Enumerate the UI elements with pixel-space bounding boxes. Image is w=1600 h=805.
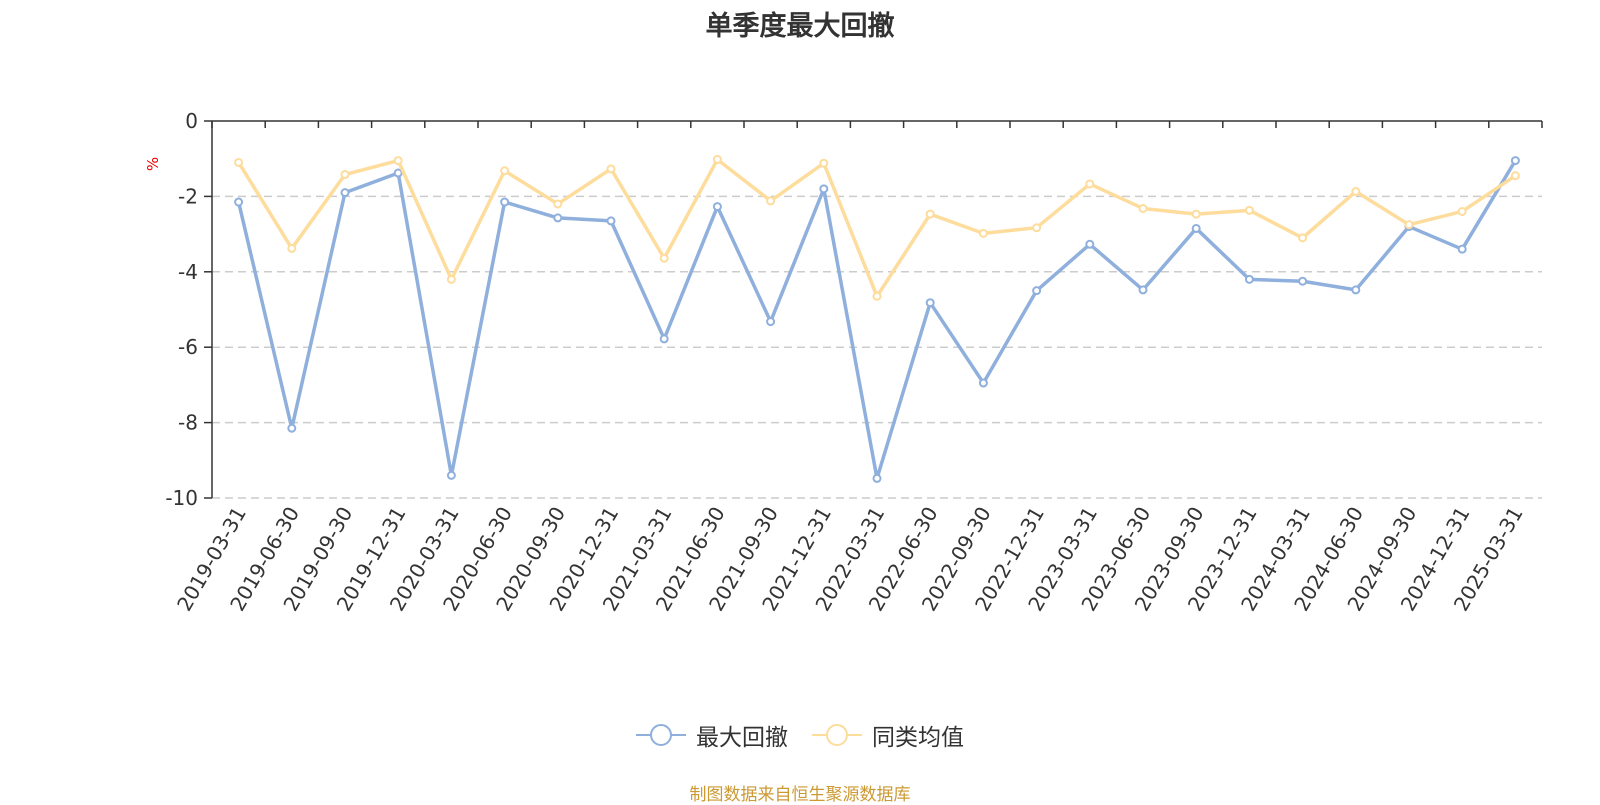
series-group bbox=[234, 154, 1520, 483]
data-point bbox=[659, 253, 669, 263]
data-point bbox=[1298, 276, 1308, 286]
data-point bbox=[606, 216, 616, 226]
data-point bbox=[925, 209, 935, 219]
data-point bbox=[872, 473, 882, 483]
data-point bbox=[925, 298, 935, 308]
x-tick-labels: 2019-03-312019-06-302019-09-302019-12-31… bbox=[172, 502, 1528, 615]
data-point bbox=[819, 158, 829, 168]
y-tick-label: -6 bbox=[178, 335, 198, 359]
data-point bbox=[1244, 205, 1254, 215]
data-point bbox=[234, 157, 244, 167]
data-point bbox=[1085, 239, 1095, 249]
data-point bbox=[1138, 203, 1148, 213]
data-point bbox=[1032, 286, 1042, 296]
data-point bbox=[1191, 223, 1201, 233]
legend-item-max-drawdown[interactable]: 最大回撤 bbox=[636, 718, 788, 752]
series-line bbox=[237, 157, 1517, 299]
data-point bbox=[340, 188, 350, 198]
data-point bbox=[446, 274, 456, 284]
data-point bbox=[1351, 285, 1361, 295]
data-point bbox=[1457, 244, 1467, 254]
data-point bbox=[340, 170, 350, 180]
y-tick-label: 0 bbox=[185, 109, 198, 133]
data-point bbox=[978, 378, 988, 388]
data-point bbox=[712, 154, 722, 164]
data-point bbox=[1457, 206, 1467, 216]
data-point bbox=[1510, 156, 1520, 166]
data-point bbox=[500, 166, 510, 176]
data-point bbox=[1244, 274, 1254, 284]
axes bbox=[204, 120, 1543, 499]
data-point bbox=[500, 197, 510, 207]
y-tick-labels: 0 -2 -4 -6 -8 -10 bbox=[165, 109, 198, 510]
data-point bbox=[1298, 233, 1308, 243]
data-point bbox=[1032, 223, 1042, 233]
chart-title: 单季度最大回撤 bbox=[705, 11, 895, 42]
data-point bbox=[819, 184, 829, 194]
data-point bbox=[712, 202, 722, 212]
data-point bbox=[393, 156, 403, 166]
data-point bbox=[606, 164, 616, 174]
data-point bbox=[553, 213, 563, 223]
data-point bbox=[234, 197, 244, 207]
data-point bbox=[1085, 179, 1095, 189]
data-point bbox=[872, 291, 882, 301]
series-line bbox=[236, 159, 1517, 481]
y-axis-unit: % bbox=[144, 157, 162, 171]
legend-marker-icon bbox=[812, 724, 862, 746]
y-tick-label: -10 bbox=[165, 486, 198, 510]
data-point bbox=[978, 228, 988, 238]
data-point bbox=[1191, 209, 1201, 219]
data-point bbox=[287, 243, 297, 253]
y-tick-label: -2 bbox=[178, 184, 198, 208]
grid-lines bbox=[212, 195, 1542, 499]
data-point bbox=[766, 317, 776, 327]
data-point bbox=[393, 168, 403, 178]
legend-label: 最大回撤 bbox=[696, 725, 788, 751]
y-tick-label: -4 bbox=[178, 260, 198, 284]
data-point bbox=[766, 196, 776, 206]
data-point bbox=[1404, 220, 1414, 230]
legend: 最大回撤 同类均值 bbox=[0, 718, 1600, 752]
data-point bbox=[1510, 171, 1520, 181]
y-tick-label: -8 bbox=[178, 411, 198, 435]
data-point bbox=[1351, 186, 1361, 196]
data-point bbox=[287, 423, 297, 433]
legend-item-peer-average[interactable]: 同类均值 bbox=[812, 718, 964, 752]
legend-marker-icon bbox=[636, 724, 686, 746]
data-point bbox=[446, 470, 456, 480]
source-note: 制图数据来自恒生聚源数据库 bbox=[689, 785, 911, 805]
legend-label: 同类均值 bbox=[872, 725, 964, 751]
data-point bbox=[659, 334, 669, 344]
data-point bbox=[553, 199, 563, 209]
data-point bbox=[1138, 285, 1148, 295]
